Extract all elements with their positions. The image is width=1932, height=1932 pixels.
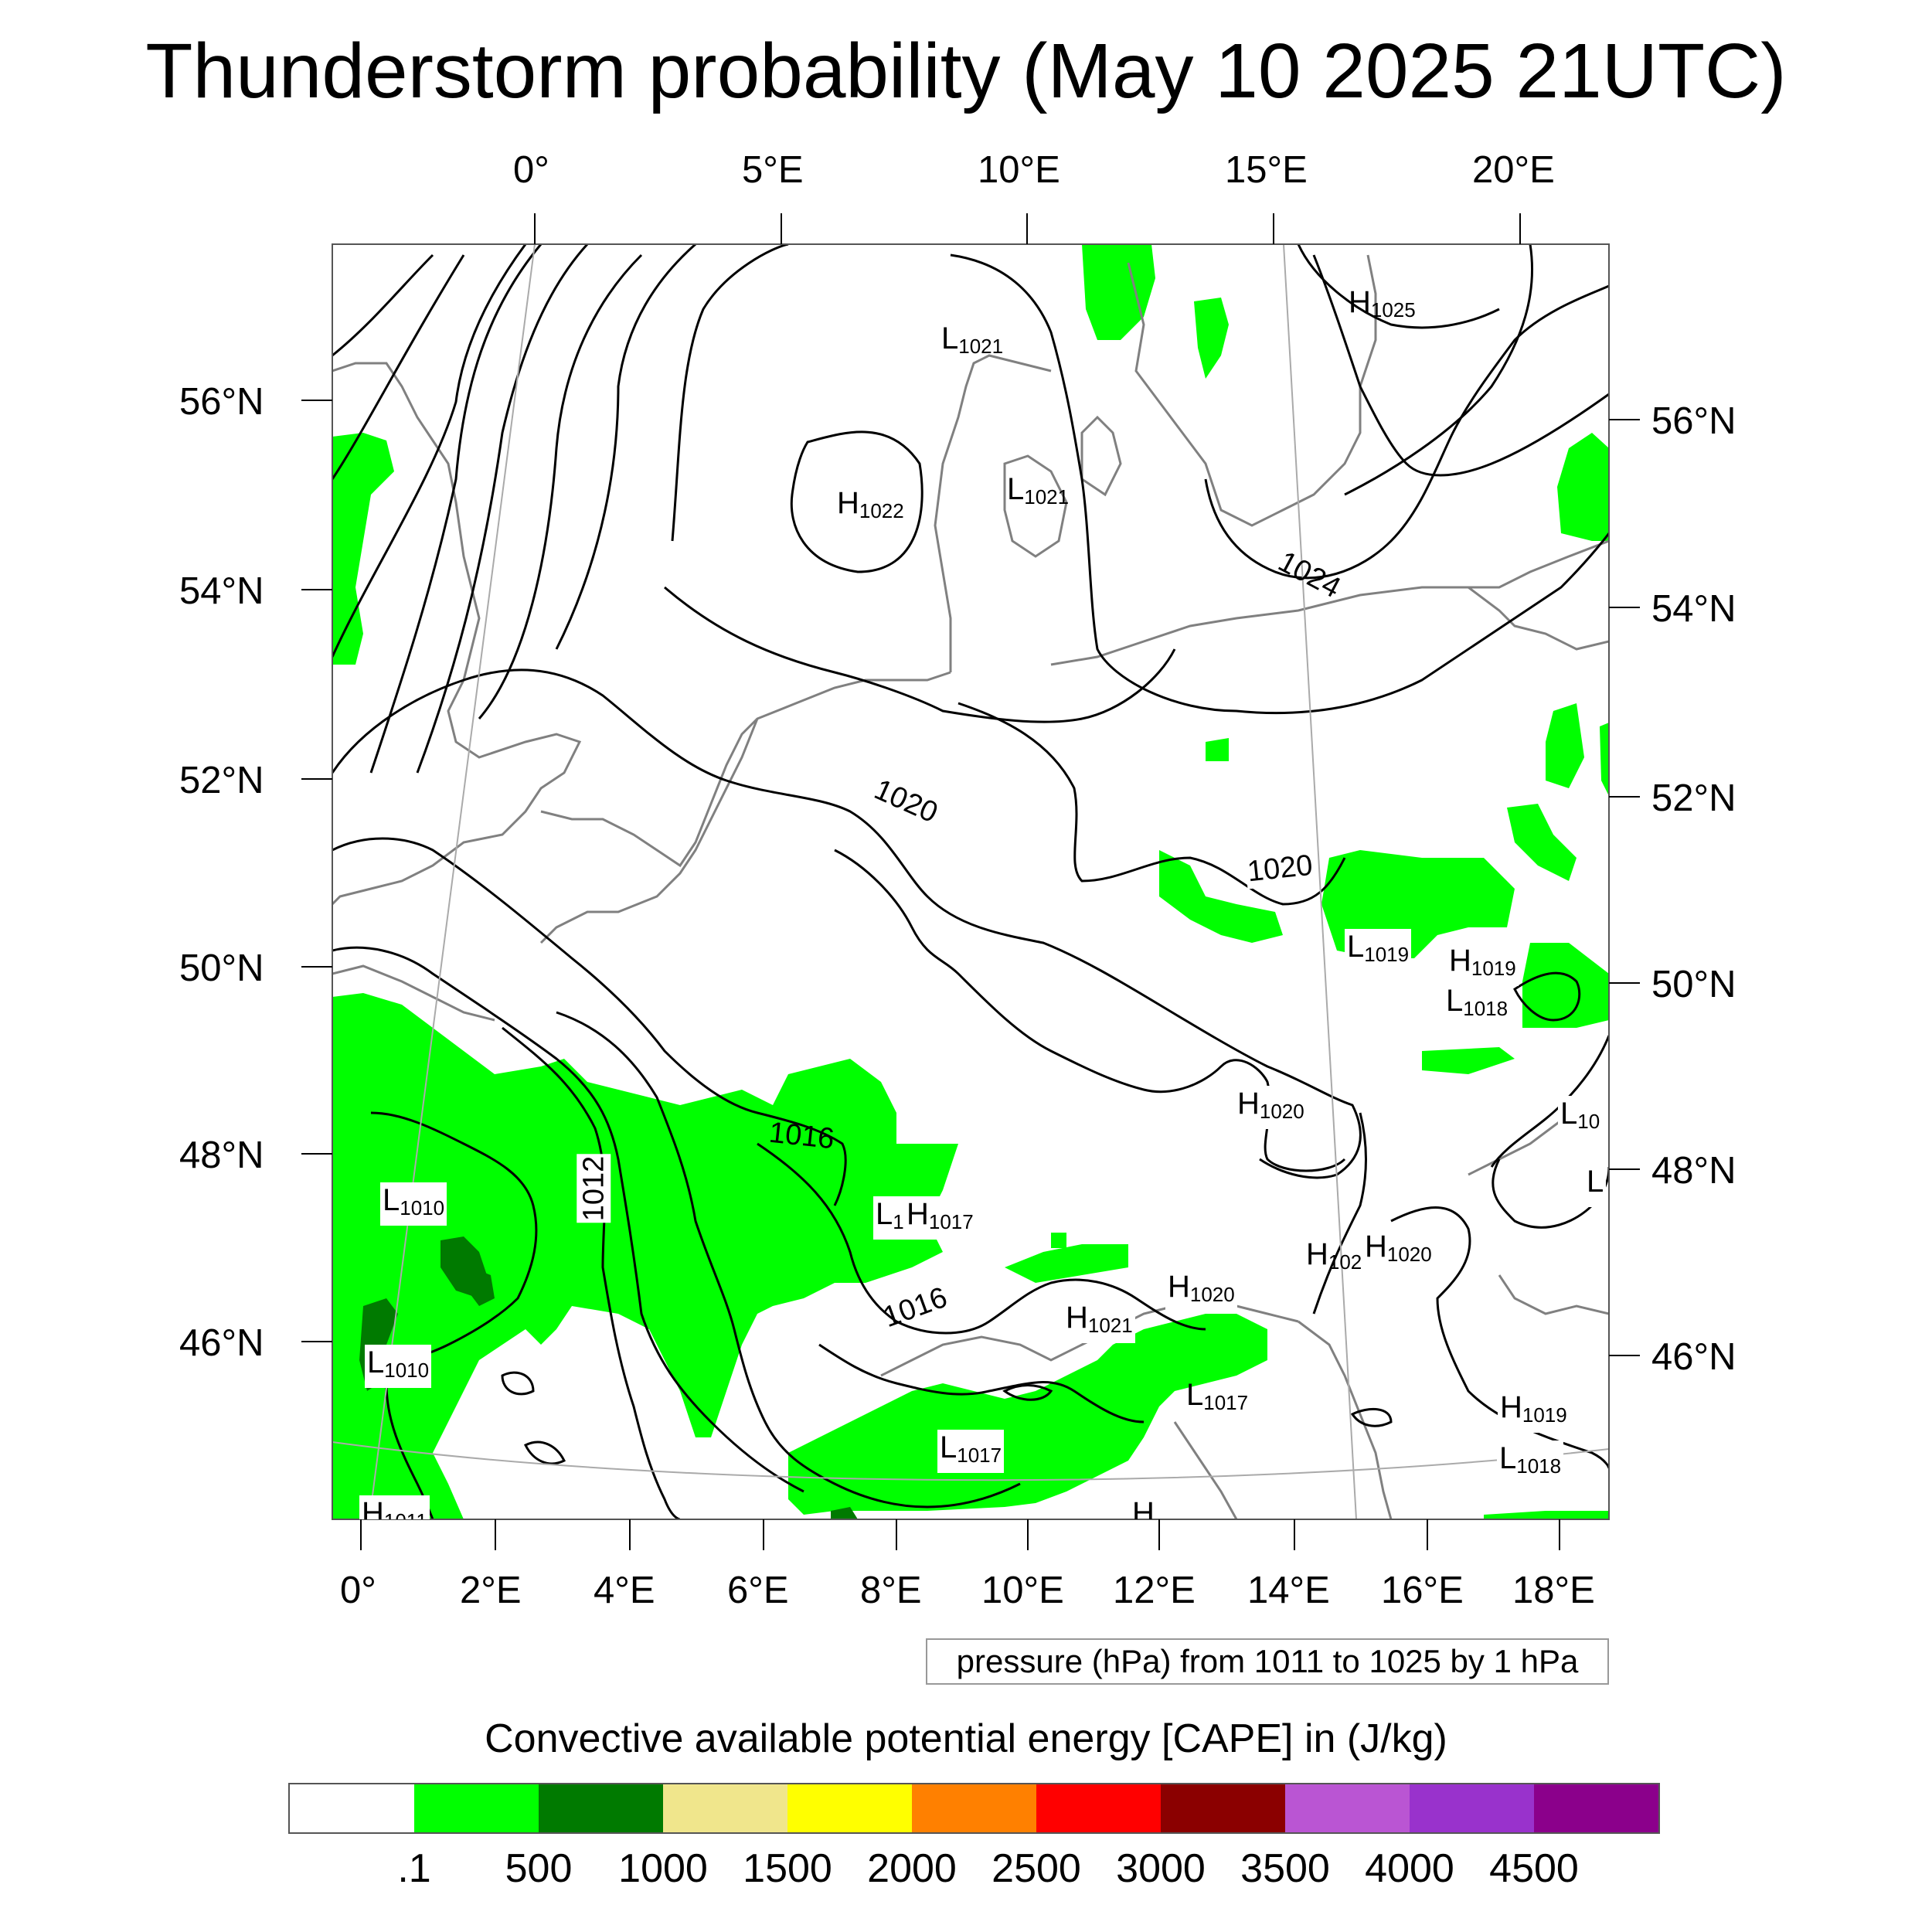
pressure-center-label: L10 <box>1558 1096 1603 1139</box>
map-frame <box>332 243 1610 1520</box>
colorbar-segment <box>1285 1784 1410 1832</box>
pressure-center-label: H1017 <box>904 1196 976 1240</box>
bottom-lon-label: 2°E <box>460 1570 522 1611</box>
pressure-center-label: H1022 <box>837 486 904 522</box>
pressure-center-label: L1 <box>873 1196 906 1240</box>
colorbar-segment <box>1410 1784 1534 1832</box>
top-lon-label: 5°E <box>742 149 804 191</box>
pressure-center-label: H1020 <box>1362 1229 1434 1272</box>
bottom-lon-label: 6°E <box>727 1570 789 1611</box>
pressure-center-label: H1019 <box>1498 1389 1570 1433</box>
pressure-center-label: L1021 <box>941 321 1004 358</box>
colorbar-label: 2000 <box>867 1846 957 1891</box>
pressure-center-label: H1011 <box>359 1495 430 1519</box>
pressure-center-label: H1020 <box>1235 1086 1307 1129</box>
colorbar-label: 1000 <box>618 1846 708 1891</box>
pressure-center-label: H1025 <box>1349 285 1416 321</box>
pressure-info-box: pressure (hPa) from 1011 to 1025 by 1 hP… <box>926 1638 1609 1685</box>
pressure-center-label: L1010 <box>380 1182 447 1226</box>
colorbar-segment <box>912 1784 1036 1832</box>
bottom-lon-label: 16°E <box>1381 1570 1464 1611</box>
colorbar-segment <box>1036 1784 1161 1832</box>
colorbar-segment <box>1161 1784 1285 1832</box>
right-lat-label: 50°N <box>1651 964 1736 1005</box>
bottom-lon-label: 18°E <box>1512 1570 1595 1611</box>
colorbar-segment <box>414 1784 539 1832</box>
isobar-label: 1016 <box>767 1116 836 1156</box>
colorbar-segment <box>290 1784 414 1832</box>
bottom-lon-label: 4°E <box>594 1570 655 1611</box>
colorbar-segment <box>663 1784 787 1832</box>
page-title: Thunderstorm probability (May 10 2025 21… <box>145 28 1787 114</box>
left-lat-label: 54°N <box>179 570 264 612</box>
right-lat-label: 52°N <box>1651 777 1736 819</box>
right-ticks <box>1609 419 1640 1356</box>
pressure-center-label: L1010 <box>365 1345 432 1388</box>
left-ticks <box>301 400 332 1342</box>
right-lat-label: 46°N <box>1651 1336 1736 1378</box>
left-lat-label: 46°N <box>179 1322 264 1364</box>
bottom-lon-label: 10°E <box>981 1570 1064 1611</box>
bottom-lon-label: 12°E <box>1113 1570 1196 1611</box>
top-lon-label: 15°E <box>1225 149 1308 191</box>
bottom-lon-label: 8°E <box>860 1570 922 1611</box>
pressure-center-label: L <box>1584 1164 1607 1207</box>
coastlines <box>332 254 1609 1519</box>
graticule <box>332 243 1610 1520</box>
pressure-center-label: L1017 <box>1186 1378 1249 1414</box>
right-lat-label: 54°N <box>1651 588 1736 630</box>
bottom-lon-label: 14°E <box>1247 1570 1330 1611</box>
top-ticks <box>534 213 1521 244</box>
bottom-lon-label: 0° <box>340 1570 376 1611</box>
colorbar-label: 2500 <box>992 1846 1081 1891</box>
colorbar-label: 4000 <box>1365 1846 1454 1891</box>
top-lon-label: 10°E <box>978 149 1060 191</box>
colorbar-segment <box>1534 1784 1658 1832</box>
isobar-label: 1012 <box>577 1154 611 1223</box>
top-lon-label: 20°E <box>1472 149 1555 191</box>
pressure-center-label: L1018 <box>1444 983 1511 1026</box>
pressure-center-label: L1019 <box>1345 929 1412 972</box>
colorbar-label: .1 <box>397 1846 431 1891</box>
colorbar-title: Convective available potential energy [C… <box>485 1716 1447 1761</box>
colorbar-label: 4500 <box>1489 1846 1579 1891</box>
left-lat-label: 48°N <box>179 1134 264 1176</box>
isobar-label: 1020 <box>1243 848 1316 889</box>
colorbar <box>288 1783 1660 1834</box>
colorbar-label: 500 <box>505 1846 573 1891</box>
right-lat-label: 48°N <box>1651 1150 1736 1192</box>
colorbar-label: 1500 <box>743 1846 832 1891</box>
left-lat-label: 52°N <box>179 760 264 801</box>
pressure-center-label: L1017 <box>937 1430 1005 1473</box>
pressure-center-label: L1021 <box>1007 472 1070 509</box>
pressure-center-label: L1018 <box>1497 1440 1564 1484</box>
cape-shading <box>332 244 1609 1519</box>
right-lat-label: 56°N <box>1651 400 1736 442</box>
top-lon-label: 0° <box>513 149 549 191</box>
pressure-center-label: H <box>1132 1496 1155 1519</box>
colorbar-label: 3000 <box>1116 1846 1206 1891</box>
colorbar-label: 3500 <box>1240 1846 1330 1891</box>
bottom-ticks <box>360 1519 1560 1550</box>
pressure-center-label: H1021 <box>1063 1300 1135 1343</box>
pressure-center-label: H1019 <box>1447 943 1519 986</box>
colorbar-segment <box>539 1784 663 1832</box>
left-lat-label: 50°N <box>179 947 264 989</box>
pressure-center-label: H1020 <box>1165 1269 1237 1312</box>
left-lat-label: 56°N <box>179 381 264 423</box>
colorbar-segment <box>787 1784 912 1832</box>
